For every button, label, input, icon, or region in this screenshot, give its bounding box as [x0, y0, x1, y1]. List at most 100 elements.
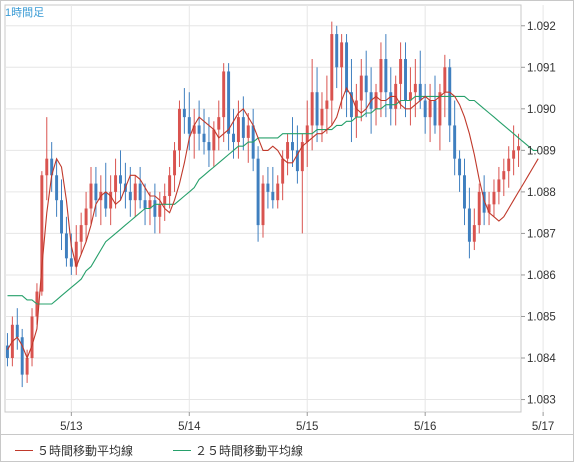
candle-body — [517, 146, 521, 151]
candle-body — [418, 83, 422, 101]
candle-body — [143, 200, 147, 209]
candle-body — [153, 200, 157, 217]
chart-title: 1時間足 — [5, 7, 45, 19]
x-tick-label: 5/13 — [60, 421, 82, 433]
candle-body — [271, 191, 275, 201]
candle-body — [261, 183, 265, 226]
candle-body — [315, 92, 319, 126]
candle-body — [497, 179, 501, 192]
candle-body — [163, 196, 167, 205]
candle-body — [45, 158, 49, 176]
candle-body — [84, 208, 88, 226]
candle-body — [79, 225, 83, 242]
candle-body — [25, 358, 29, 375]
candle-body — [94, 183, 98, 201]
candle-body — [325, 100, 329, 109]
candle-body — [467, 208, 471, 242]
candle-body — [472, 225, 476, 242]
candle-body — [428, 100, 432, 118]
candle-body — [246, 125, 250, 138]
candle-body — [453, 125, 457, 159]
y-tick-label: 1.084 — [527, 353, 556, 365]
candle-body — [50, 158, 54, 176]
legend-swatch-ma25 — [173, 450, 191, 451]
candle-body — [349, 92, 353, 118]
candle-body — [148, 200, 152, 209]
candle-body — [104, 191, 108, 209]
axis-layer: 1.083 1.084 1.085 1.086 1.087 1.088 1.089 1.090… — [60, 21, 556, 433]
candle-body — [256, 158, 260, 226]
y-tick-label: 1.087 — [527, 228, 556, 240]
y-tick-label: 1.089 — [527, 145, 556, 157]
candle-body — [399, 58, 403, 84]
candle-body — [477, 191, 481, 226]
candle-body — [232, 133, 235, 143]
candle-body — [330, 34, 334, 101]
candle-body — [320, 108, 324, 126]
candle-body — [359, 75, 363, 101]
candle-body — [74, 241, 78, 267]
candle-body — [340, 42, 344, 68]
legend-swatch-ma5 — [15, 450, 33, 451]
y-tick-label: 1.088 — [527, 187, 556, 199]
candle-body — [15, 324, 19, 338]
candle-body — [487, 204, 491, 213]
legend-label-ma25: ２５時間移動平均線 — [195, 444, 304, 458]
candle-body — [241, 117, 245, 138]
candle-body — [64, 233, 68, 259]
candle-body — [408, 92, 412, 101]
candle-body — [173, 150, 177, 176]
candle-body — [291, 142, 294, 151]
candle-body — [295, 150, 299, 172]
candle-body — [217, 117, 221, 130]
candle-body — [389, 92, 393, 109]
candle-body — [507, 158, 511, 172]
candle-body — [364, 75, 368, 93]
candle-body — [192, 125, 196, 134]
candle-body — [222, 71, 226, 118]
y-tick-label: 1.091 — [527, 62, 556, 74]
candle-body — [60, 200, 63, 234]
ma25-line — [7, 95, 539, 305]
candle-body — [300, 142, 304, 172]
candle-body — [109, 191, 113, 209]
candle-body — [20, 337, 24, 375]
candle-body — [207, 142, 211, 151]
legend: ５時間移動平均線 ２５時間移動平均線 — [1, 434, 574, 463]
candle-body — [202, 133, 206, 143]
candle-body — [281, 158, 285, 184]
candle-body — [133, 183, 137, 201]
candle-body — [177, 108, 181, 151]
candle-body — [227, 71, 231, 134]
legend-item-ma25: ２５時間移動平均線 — [173, 442, 303, 459]
legend-label-ma5: ５時間移動平均線 — [37, 444, 134, 458]
x-tick-label: 5/16 — [414, 421, 436, 433]
candle-body — [463, 175, 466, 209]
candle-body — [138, 183, 142, 201]
candle-body — [5, 345, 9, 359]
candle-body — [114, 175, 118, 192]
candle-body — [443, 67, 447, 93]
candle-body — [345, 42, 349, 93]
candle-body — [379, 58, 383, 93]
moving-average-layer — [7, 86, 539, 360]
x-tick-label: 5/15 — [296, 421, 318, 433]
candle-body — [276, 183, 280, 201]
candle-body — [128, 191, 132, 201]
y-tick-label: 1.086 — [527, 270, 556, 282]
candle-body — [512, 150, 516, 159]
candle-body — [423, 100, 427, 118]
candle-body — [158, 204, 162, 217]
candle-body — [119, 175, 122, 184]
candle-body — [212, 129, 216, 151]
candle-body — [40, 175, 44, 292]
candle-body — [384, 58, 388, 93]
candle-body — [492, 191, 496, 205]
y-tick-label: 1.092 — [527, 21, 556, 33]
x-tick-label: 5/17 — [532, 421, 554, 433]
candle-body — [286, 142, 290, 159]
candle-body — [236, 117, 240, 143]
candle-body — [335, 34, 339, 68]
y-tick-label: 1.090 — [527, 104, 556, 116]
